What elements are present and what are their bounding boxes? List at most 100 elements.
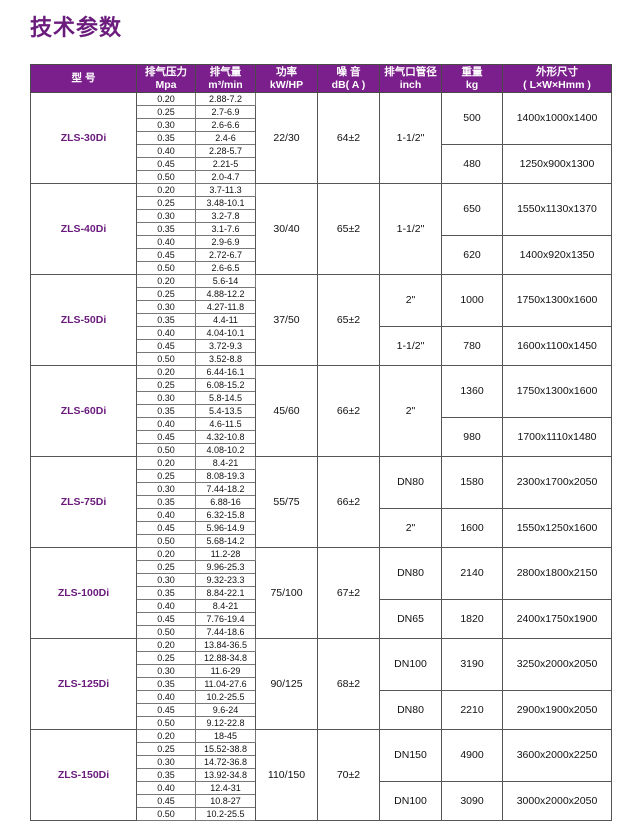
flow-cell: 7.76-19.4 [195, 612, 256, 626]
pressure-cell: 0.45 [136, 339, 196, 353]
pressure-cell: 0.35 [136, 222, 196, 236]
header-cell: 型 号 [30, 64, 137, 93]
pressure-cell: 0.35 [136, 131, 196, 145]
pressure-cell: 0.40 [136, 781, 196, 795]
table-row: ZLS-75Di 0.20 8.4-21 55/75 66±2 DN80 1580 2300x… [30, 456, 612, 548]
dimension-cell: 3000x2000x2050 [502, 781, 612, 821]
flow-cell: 2.7-6.9 [195, 105, 256, 119]
flow-cell: 2.6-6.6 [195, 118, 256, 132]
table-row: ZLS-30Di 0.20 2.88-7.2 22/30 64±2 1-1/2" 500 14… [30, 92, 612, 184]
flow-cell: 4.4-11 [195, 313, 256, 327]
header-unit: inch [399, 78, 422, 91]
table-row: 0.50 2.6-6.5 [31, 261, 612, 275]
flow-cell: 2.72-6.7 [195, 248, 256, 262]
pipe-cell: 2" [379, 508, 442, 548]
pressure-cell: 0.40 [136, 417, 196, 431]
pressure-cell: 0.50 [136, 443, 196, 457]
pressure-cell: 0.45 [136, 248, 196, 262]
noise-cell: 68±2 [317, 638, 380, 730]
pressure-cell: 0.40 [136, 599, 196, 613]
pipe-cell: DN80 [379, 690, 442, 730]
pipe-cell: DN100 [379, 781, 442, 821]
pressure-cell: 0.30 [136, 664, 196, 678]
power-cell: 55/75 [255, 456, 318, 548]
pressure-cell: 0.50 [136, 807, 196, 821]
flow-cell: 13.92-34.8 [195, 768, 256, 782]
flow-cell: 7.44-18.6 [195, 625, 256, 639]
flow-cell: 15.52-38.8 [195, 742, 256, 756]
pressure-cell: 0.20 [136, 729, 196, 743]
table-row: 0.30 5.8-14.5 [31, 391, 612, 405]
table-row: 0.50 10.2-25.5 [31, 807, 612, 821]
flow-cell: 6.08-15.2 [195, 378, 256, 392]
pressure-cell: 0.50 [136, 625, 196, 639]
pressure-cell: 0.45 [136, 612, 196, 626]
pressure-cell: 0.20 [136, 365, 196, 379]
weight-cell: 3090 [441, 781, 503, 821]
dimension-cell: 2800x1800x2150 [502, 547, 612, 600]
pressure-cell: 0.30 [136, 118, 196, 132]
header-label: 排气压力 [145, 65, 187, 78]
table-row: 0.50 3.52-8.8 [31, 352, 612, 366]
flow-cell: 9.96-25.3 [195, 560, 256, 574]
table-row: 0.35 4.4-11 [31, 313, 612, 327]
pressure-cell: 0.30 [136, 209, 196, 223]
table-row: 0.40 6.32-15.8 2" 1600 1550x1250x1600 [31, 508, 612, 548]
weight-cell: 620 [441, 235, 503, 275]
pressure-cell: 0.50 [136, 534, 196, 548]
pressure-cell: 0.25 [136, 560, 196, 574]
pressure-cell: 0.35 [136, 404, 196, 418]
weight-cell: 2210 [441, 690, 503, 730]
header-label: 排气量 [209, 65, 242, 78]
flow-cell: 8.84-22.1 [195, 586, 256, 600]
power-cell: 22/30 [255, 92, 318, 184]
flow-cell: 5.68-14.2 [195, 534, 256, 548]
model-name: ZLS-40Di [30, 183, 137, 275]
pressure-cell: 0.45 [136, 703, 196, 717]
table-row: ZLS-150Di 0.20 18-45 110/150 70±2 DN150 4900 36… [30, 729, 612, 821]
table-row: 0.45 2.72-6.7 [31, 248, 612, 262]
pressure-cell: 0.30 [136, 482, 196, 496]
flow-cell: 13.84-36.5 [195, 638, 256, 652]
header-cell: 外形尺寸( L×W×Hmm ) [502, 64, 612, 93]
pressure-cell: 0.40 [136, 326, 196, 340]
flow-cell: 3.2-7.8 [195, 209, 256, 223]
pressure-cell: 0.30 [136, 300, 196, 314]
header-cell: 排气压力 Mpa [136, 64, 196, 93]
power-cell: 45/60 [255, 365, 318, 457]
flow-cell: 10.2-25.5 [195, 690, 256, 704]
pressure-cell: 0.20 [136, 547, 196, 561]
pressure-cell: 0.20 [136, 638, 196, 652]
flow-cell: 2.88-7.2 [195, 92, 256, 106]
flow-cell: 12.4-31 [195, 781, 256, 795]
weight-cell: 480 [441, 144, 503, 184]
noise-cell: 70±2 [317, 729, 380, 821]
table-row: 0.35 6.88-16 [31, 495, 612, 509]
pressure-cell: 0.30 [136, 755, 196, 769]
pipe-cell: DN150 [379, 729, 442, 782]
dimension-cell: 1400x920x1350 [502, 235, 612, 275]
dimension-cell: 2400x1750x1900 [502, 599, 612, 639]
flow-cell: 2.21-5 [195, 157, 256, 171]
table-row: 0.30 9.32-23.3 [31, 573, 612, 587]
pressure-cell: 0.50 [136, 170, 196, 184]
pressure-cell: 0.20 [136, 183, 196, 197]
header-cell: 排气量 m³/min [195, 64, 256, 93]
weight-cell: 780 [441, 326, 503, 366]
header-label: 重量 [461, 65, 483, 78]
pressure-cell: 0.45 [136, 794, 196, 808]
pressure-cell: 0.50 [136, 352, 196, 366]
flow-cell: 18-45 [195, 729, 256, 743]
pressure-cell: 0.40 [136, 690, 196, 704]
flow-cell: 5.8-14.5 [195, 391, 256, 405]
table-row: 0.40 2.28-5.7 480 1250x900x1300 [31, 144, 612, 184]
weight-cell: 650 [441, 183, 503, 236]
power-cell: 37/50 [255, 274, 318, 366]
dimension-cell: 1750x1300x1600 [502, 365, 612, 418]
flow-cell: 2.4-6 [195, 131, 256, 145]
weight-cell: 2140 [441, 547, 503, 600]
pressure-cell: 0.25 [136, 469, 196, 483]
dimension-cell: 1600x1100x1450 [502, 326, 612, 366]
table-row: ZLS-40Di 0.20 3.7-11.3 30/40 65±2 1-1/2" 650 15… [30, 183, 612, 275]
table-row: 0.25 6.08-15.2 [31, 378, 612, 392]
